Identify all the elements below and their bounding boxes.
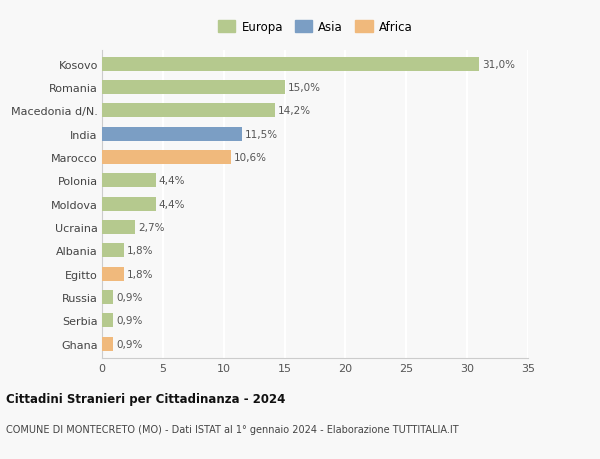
Text: 15,0%: 15,0%: [287, 83, 320, 93]
Bar: [102, 267, 124, 281]
Text: Cittadini Stranieri per Cittadinanza - 2024: Cittadini Stranieri per Cittadinanza - 2…: [6, 392, 286, 405]
Text: 10,6%: 10,6%: [234, 153, 267, 162]
Bar: [102, 337, 113, 351]
Text: 2,7%: 2,7%: [138, 223, 164, 233]
Bar: [102, 128, 242, 141]
Bar: [102, 197, 155, 211]
Bar: [102, 81, 284, 95]
Bar: [102, 174, 155, 188]
Text: 11,5%: 11,5%: [245, 129, 278, 140]
Bar: [102, 291, 113, 304]
Text: 0,9%: 0,9%: [116, 292, 142, 302]
Text: 4,4%: 4,4%: [158, 199, 185, 209]
Legend: Europa, Asia, Africa: Europa, Asia, Africa: [213, 16, 417, 39]
Bar: [102, 57, 479, 72]
Bar: [102, 314, 113, 328]
Bar: [102, 221, 135, 235]
Text: 1,8%: 1,8%: [127, 269, 154, 279]
Bar: [102, 151, 231, 165]
Text: 1,8%: 1,8%: [127, 246, 154, 256]
Text: 14,2%: 14,2%: [278, 106, 311, 116]
Bar: [102, 104, 275, 118]
Text: 31,0%: 31,0%: [482, 60, 515, 69]
Text: 0,9%: 0,9%: [116, 316, 142, 326]
Text: 0,9%: 0,9%: [116, 339, 142, 349]
Bar: [102, 244, 124, 258]
Text: 4,4%: 4,4%: [158, 176, 185, 186]
Text: COMUNE DI MONTECRETO (MO) - Dati ISTAT al 1° gennaio 2024 - Elaborazione TUTTITA: COMUNE DI MONTECRETO (MO) - Dati ISTAT a…: [6, 425, 458, 435]
